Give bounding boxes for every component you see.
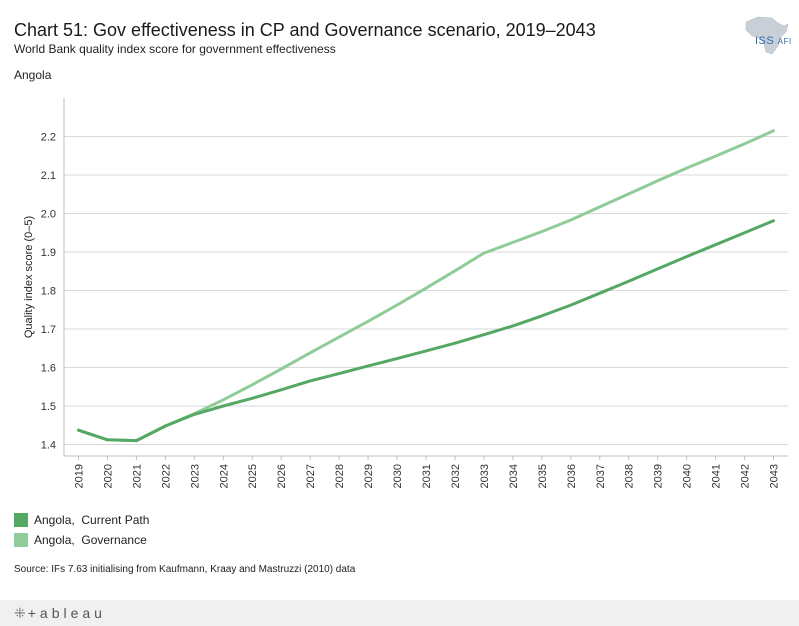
tableau-logo[interactable]: ⁜ +ableau (14, 605, 106, 622)
x-tick-label: 2020 (102, 464, 114, 488)
africa-map-icon (745, 16, 789, 55)
y-tick-label: 1.7 (41, 324, 56, 336)
x-tick-label: 2038 (624, 464, 636, 488)
x-tick-label: 2040 (682, 464, 694, 488)
y-tick-label: 1.5 (41, 401, 56, 413)
legend-label-current-path: Angola, Current Path (34, 513, 150, 527)
y-tick-label: 1.8 (41, 285, 56, 297)
y-tick-label: 1.9 (41, 247, 56, 259)
legend-label-governance: Angola, Governance (34, 533, 147, 547)
source-note: Source: IFs 7.63 initialising from Kaufm… (14, 564, 356, 575)
x-tick-label: 2031 (421, 464, 433, 488)
x-tick-label: 2034 (508, 464, 520, 488)
y-tick-label: 2.0 (41, 208, 56, 220)
logo-sub: AFI (777, 37, 792, 46)
x-tick-label: 2028 (334, 464, 346, 488)
y-axis-title: Quality index score (0–5) (23, 216, 35, 338)
y-tick-label: 1.4 (41, 439, 56, 451)
series-line-governance (77, 129, 775, 443)
country-label: Angola (14, 68, 52, 82)
x-tick-label: 2023 (189, 464, 201, 488)
legend-item-governance[interactable]: Angola, Governance (14, 530, 149, 550)
tableau-plus-icon: ⁜ (14, 605, 26, 621)
y-tick-label: 1.6 (41, 362, 56, 374)
x-tick-label: 2036 (566, 464, 578, 488)
x-tick-label: 2042 (740, 464, 752, 488)
iss-logo: ISS AFI (755, 35, 792, 47)
x-tick-label: 2029 (363, 464, 375, 488)
y-tick-label: 2.1 (41, 170, 56, 182)
x-tick-label: 2043 (769, 464, 781, 488)
footer-bar: ⁜ +ableau (0, 600, 799, 626)
legend-swatch-governance (14, 533, 28, 547)
x-tick-label: 2041 (711, 464, 723, 488)
logo-main: ISS (755, 35, 775, 47)
x-tick-label: 2032 (450, 464, 462, 488)
x-tick-label: 2033 (479, 464, 491, 488)
series-line-current-path (77, 219, 775, 443)
x-tick-label: 2026 (276, 464, 288, 488)
x-tick-label: 2019 (73, 464, 85, 488)
x-tick-label: 2025 (247, 464, 259, 488)
x-tick-label: 2027 (305, 464, 317, 488)
legend-swatch-current-path (14, 513, 28, 527)
x-tick-label: 2030 (392, 464, 404, 488)
y-tick-label: 2.2 (41, 131, 56, 143)
x-tick-label: 2021 (131, 464, 143, 488)
x-tick-label: 2037 (595, 464, 607, 488)
x-tick-label: 2035 (537, 464, 549, 488)
x-tick-label: 2022 (160, 464, 172, 488)
x-tick-label: 2039 (653, 464, 665, 488)
chart-title: Chart 51: Gov effectiveness in CP and Go… (14, 20, 596, 40)
line-chart: 1.4 1.5 1.6 1.7 1.8 1.9 2.0 2.1 2.2 2019 2020 2021 2… (23, 98, 788, 488)
legend-item-current-path[interactable]: Angola, Current Path (14, 510, 149, 530)
chart-subtitle: World Bank quality index score for gover… (14, 42, 336, 56)
tableau-brand: +ableau (27, 605, 106, 621)
x-tick-label: 2024 (218, 464, 230, 488)
legend: Angola, Current Path Angola, Governance (14, 510, 149, 550)
